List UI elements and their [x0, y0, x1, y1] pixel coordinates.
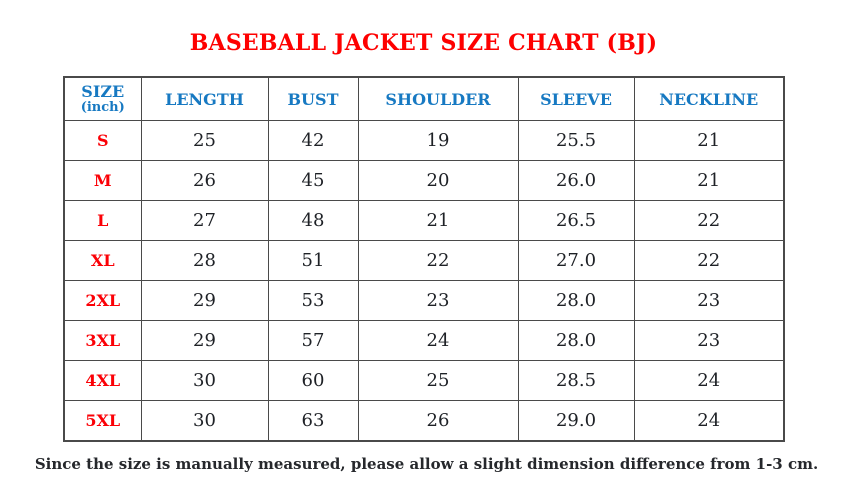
size-label: 3XL	[63, 320, 142, 361]
size-label: L	[63, 200, 142, 241]
neckline-cell: 22	[633, 240, 785, 281]
neckline-cell: 21	[633, 160, 785, 201]
sleeve-cell: 28.0	[517, 320, 635, 361]
table-row-4xl: 4XL 30 60 25 28.5 24	[63, 360, 785, 401]
length-cell: 26	[140, 160, 269, 201]
neckline-cell: 24	[633, 360, 785, 401]
table-row-5xl: 5XL 30 63 26 29.0 24	[63, 400, 785, 442]
size-label: S	[63, 120, 142, 161]
table-row-2xl: 2XL 29 53 23 28.0 23	[63, 280, 785, 321]
sleeve-cell: 29.0	[517, 400, 635, 442]
sleeve-cell: 27.0	[517, 240, 635, 281]
neckline-cell: 22	[633, 200, 785, 241]
header-size-line2: (inch)	[80, 100, 125, 115]
sleeve-cell: 25.5	[517, 120, 635, 161]
size-label: 4XL	[63, 360, 142, 401]
size-label: M	[63, 160, 142, 201]
length-cell: 28	[140, 240, 269, 281]
bust-cell: 57	[267, 320, 359, 361]
shoulder-cell: 26	[357, 400, 519, 442]
length-cell: 29	[140, 280, 269, 321]
neckline-cell: 23	[633, 280, 785, 321]
table-row-3xl: 3XL 29 57 24 28.0 23	[63, 320, 785, 361]
shoulder-cell: 21	[357, 200, 519, 241]
page-title: BASEBALL JACKET SIZE CHART (BJ)	[189, 30, 658, 56]
header-sleeve: SLEEVE	[517, 76, 635, 121]
neckline-cell: 21	[633, 120, 785, 161]
header-size-line1: SIZE	[81, 82, 125, 101]
header-neckline: NECKLINE	[633, 76, 785, 121]
size-label: 2XL	[63, 280, 142, 321]
size-chart-table: SIZE (inch) LENGTH BUST SHOULDER SLEEVE …	[63, 76, 785, 442]
header-shoulder: SHOULDER	[357, 76, 519, 121]
shoulder-cell: 25	[357, 360, 519, 401]
bust-cell: 48	[267, 200, 359, 241]
length-cell: 29	[140, 320, 269, 361]
neckline-cell: 24	[633, 400, 785, 442]
table-row-m: M 26 45 20 26.0 21	[63, 160, 785, 201]
bust-cell: 45	[267, 160, 359, 201]
sleeve-cell: 28.5	[517, 360, 635, 401]
sleeve-cell: 26.0	[517, 160, 635, 201]
size-label: XL	[63, 240, 142, 281]
bust-cell: 53	[267, 280, 359, 321]
header-bust: BUST	[267, 76, 359, 121]
sleeve-cell: 28.0	[517, 280, 635, 321]
neckline-cell: 23	[633, 320, 785, 361]
length-cell: 30	[140, 400, 269, 442]
length-cell: 27	[140, 200, 269, 241]
shoulder-cell: 19	[357, 120, 519, 161]
header-length: LENGTH	[140, 76, 269, 121]
table-row-xl: XL 28 51 22 27.0 22	[63, 240, 785, 281]
bust-cell: 51	[267, 240, 359, 281]
table-row-l: L 27 48 21 26.5 22	[63, 200, 785, 241]
table-row-s: S 25 42 19 25.5 21	[63, 120, 785, 161]
bust-cell: 60	[267, 360, 359, 401]
bust-cell: 42	[267, 120, 359, 161]
table-header-row: SIZE (inch) LENGTH BUST SHOULDER SLEEVE …	[63, 76, 785, 121]
size-label: 5XL	[63, 400, 142, 442]
shoulder-cell: 20	[357, 160, 519, 201]
shoulder-cell: 23	[357, 280, 519, 321]
length-cell: 25	[140, 120, 269, 161]
sleeve-cell: 26.5	[517, 200, 635, 241]
header-size: SIZE (inch)	[63, 76, 142, 121]
shoulder-cell: 24	[357, 320, 519, 361]
bust-cell: 63	[267, 400, 359, 442]
measurement-disclaimer: Since the size is manually measured, ple…	[34, 455, 819, 473]
length-cell: 30	[140, 360, 269, 401]
shoulder-cell: 22	[357, 240, 519, 281]
